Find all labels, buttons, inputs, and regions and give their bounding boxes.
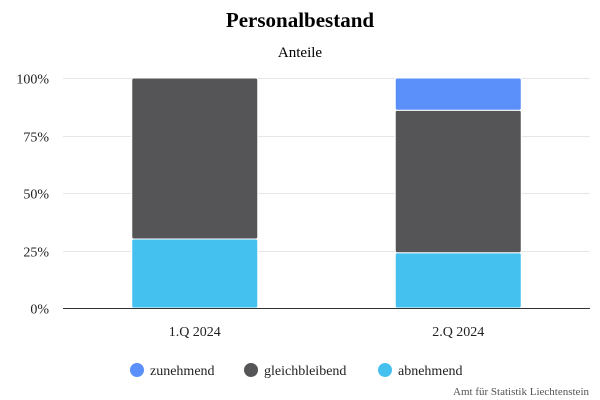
y-tick-label: 75%: [23, 131, 49, 146]
legend-marker: [378, 363, 392, 377]
y-tick-label: 0%: [30, 303, 49, 318]
plot-area: [131, 77, 522, 309]
legend-marker: [130, 363, 144, 377]
legend-marker: [244, 363, 258, 377]
legend-label: gleichbleibend: [264, 364, 346, 379]
y-tick-label: 50%: [23, 188, 49, 203]
legend: zunehmend gleichbleibend abnehmend: [130, 363, 463, 379]
x-axis: 1.Q 2024 2.Q 2024: [169, 325, 485, 340]
y-tick-label: 25%: [23, 246, 49, 261]
bar-segment: [131, 238, 259, 309]
legend-label: zunehmend: [150, 364, 215, 379]
x-tick-label: 1.Q 2024: [169, 325, 221, 340]
chart-subtitle: Anteile: [278, 45, 322, 61]
bar-segment: [131, 77, 259, 240]
x-tick-label: 2.Q 2024: [432, 325, 484, 340]
legend-label: abnehmend: [398, 364, 463, 379]
y-tick-label: 100%: [16, 73, 49, 88]
bar-segment: [394, 109, 522, 254]
bar-segment: [394, 252, 522, 309]
chart-title: Personalbestand: [226, 8, 375, 32]
bar-segment: [394, 77, 522, 111]
y-axis: 0% 25% 50% 75% 100%: [16, 73, 49, 318]
credits: Amt für Statistik Liechtenstein: [453, 386, 589, 398]
